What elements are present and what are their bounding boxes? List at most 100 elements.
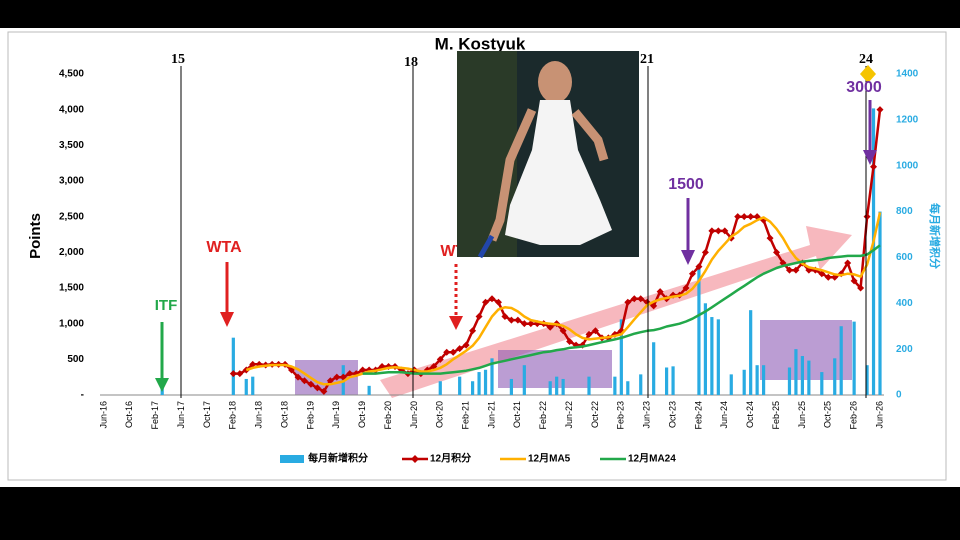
bar <box>671 366 675 395</box>
x-tick-label: Oct-23 <box>667 401 677 428</box>
point-marker <box>320 387 328 395</box>
photo-figure <box>571 109 609 162</box>
y-tick-label: 2,500 <box>59 211 84 222</box>
legend: 每月新增积分 12月积分 12月MA5 12月MA24 <box>280 452 676 465</box>
x-tick-label: Feb-18 <box>228 401 238 430</box>
point-marker <box>482 298 490 306</box>
point-marker <box>682 284 690 292</box>
bar <box>839 326 843 395</box>
x-tick-label: Oct-22 <box>590 401 600 428</box>
x-tick-label: Oct-18 <box>279 401 289 428</box>
bar <box>807 360 811 395</box>
point-marker <box>591 327 599 335</box>
point-marker <box>650 302 658 310</box>
photo-figure <box>487 108 537 242</box>
photo-figure <box>505 100 612 245</box>
x-tick-label: Feb-17 <box>150 401 160 430</box>
bar <box>652 342 656 395</box>
point-marker <box>870 163 878 171</box>
x-tick-label: Oct-19 <box>357 401 367 428</box>
bar <box>787 367 792 395</box>
photo-figure <box>538 61 572 103</box>
point-marker <box>507 316 515 324</box>
bar <box>231 337 235 395</box>
bar <box>878 211 882 395</box>
x-tick-label: Oct-20 <box>435 401 445 428</box>
annotation: ITF <box>155 297 178 314</box>
y2-tick-label: 800 <box>896 206 913 217</box>
bar <box>619 319 623 395</box>
x-tick-label: Feb-25 <box>771 401 781 430</box>
point-marker <box>249 360 257 368</box>
y2-tick-label: 1400 <box>896 69 919 80</box>
point-marker <box>747 213 755 221</box>
point-marker <box>546 323 554 331</box>
point-marker <box>773 248 781 256</box>
point-marker <box>792 266 800 274</box>
bar <box>639 374 643 395</box>
point-marker <box>488 295 496 303</box>
x-tick-label: Feb-22 <box>538 401 548 430</box>
point-marker <box>346 370 354 378</box>
point-marker <box>475 313 483 321</box>
bar <box>490 358 494 395</box>
point-marker <box>740 213 748 221</box>
annotation-arrow-head <box>155 378 169 392</box>
legend-label: 12月MA24 <box>628 453 676 465</box>
bar <box>438 381 442 395</box>
point-marker <box>469 327 477 335</box>
bar <box>555 376 559 395</box>
y-tick-label: 500 <box>67 354 84 365</box>
y2-tick-label: 0 <box>896 390 902 401</box>
point-marker <box>850 277 858 285</box>
point-marker <box>688 270 696 278</box>
period-label: 15 <box>171 52 185 67</box>
x-tick-label: Feb-23 <box>616 401 626 430</box>
photo-racket <box>477 234 495 259</box>
bar <box>367 385 371 395</box>
y-tick-label: - <box>81 390 84 401</box>
point-marker <box>514 316 522 324</box>
point-marker <box>236 370 244 378</box>
y2-tick-label: 600 <box>896 252 913 263</box>
point-marker <box>313 384 321 392</box>
bar <box>244 378 248 395</box>
point-marker <box>333 373 341 381</box>
y2-tick-label: 1000 <box>896 160 919 171</box>
point-marker <box>656 288 664 296</box>
point-marker <box>630 295 638 303</box>
point-marker <box>300 377 308 385</box>
photo-shade <box>457 51 517 257</box>
point-marker <box>449 348 457 356</box>
y2-tick-label: 1200 <box>896 114 919 125</box>
x-tick-label: Feb-21 <box>461 401 471 430</box>
point-marker <box>559 327 567 335</box>
bar <box>794 349 798 395</box>
y-tick-label: 3,500 <box>59 140 84 151</box>
x-tick-label: Oct-24 <box>745 401 755 428</box>
bar <box>471 381 475 395</box>
point-marker <box>585 330 593 338</box>
annotation: WTA <box>206 239 242 256</box>
point-marker <box>462 341 470 349</box>
point-marker <box>229 370 237 378</box>
x-tick-label: Jun-21 <box>486 401 496 429</box>
bar <box>626 381 630 395</box>
milestone-marker <box>860 65 876 83</box>
legend-label: 每月新增积分 <box>308 452 368 465</box>
period-label: 18 <box>404 55 418 70</box>
annotation-arrow-head <box>681 250 695 265</box>
x-tick-label: Jun-25 <box>797 401 807 429</box>
line <box>362 244 881 375</box>
point-marker <box>624 298 632 306</box>
point-marker <box>766 234 774 242</box>
point-marker <box>844 259 852 267</box>
annotation-arrow-head <box>863 150 877 165</box>
bar <box>865 365 869 395</box>
bar <box>762 365 766 395</box>
legend-swatch <box>280 455 304 463</box>
point-marker <box>494 298 502 306</box>
y-tick-label: 4,000 <box>59 104 84 115</box>
